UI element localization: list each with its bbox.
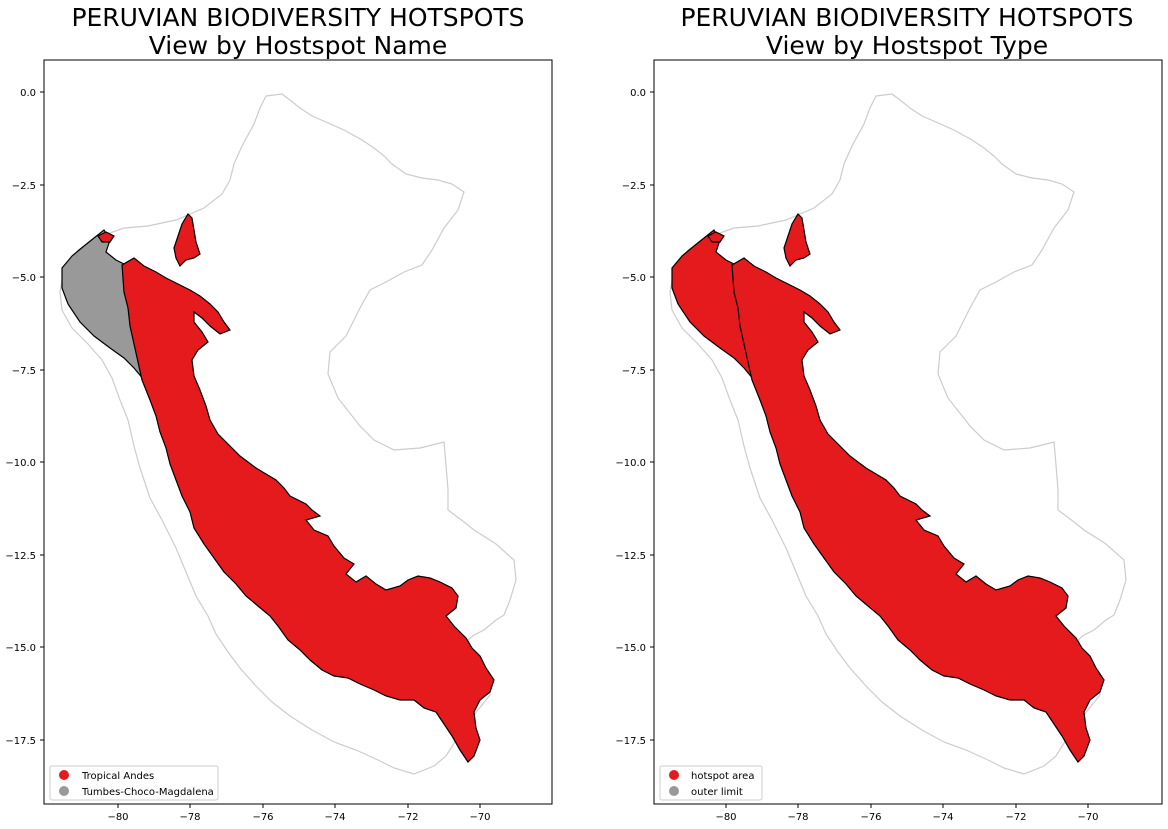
y-tick-label: −17.5 — [5, 736, 36, 747]
y-axis-left: 0.0 −2.5 −5.0 −7.5 −10.0 −12.5 −15.0 −17… — [5, 88, 44, 747]
x-tick-label: −70 — [1077, 812, 1098, 823]
map-title-right-line1: PERUVIAN BIODIVERSITY HOTSPOTS — [680, 3, 1133, 32]
legend-marker-tropical-andes — [59, 770, 69, 780]
y-tick-label: −5.0 — [622, 273, 646, 284]
legend-label: outer limit — [691, 787, 743, 798]
y-axis-right: 0.0 −2.5 −5.0 −7.5 −10.0 −12.5 −15.0 −17… — [615, 88, 654, 747]
x-tick-label: −74 — [324, 812, 345, 823]
legend-box — [659, 765, 763, 801]
map-title-left-line2: View by Hostspot Name — [149, 31, 448, 60]
y-tick-label: −15.0 — [5, 643, 36, 654]
map-title-right-line2: View by Hostspot Type — [766, 31, 1048, 60]
x-tick-label: −72 — [397, 812, 418, 823]
y-tick-label: −12.5 — [5, 551, 36, 562]
legend-box — [49, 765, 219, 801]
y-tick-label: −17.5 — [615, 736, 646, 747]
x-tick-label: −70 — [469, 812, 490, 823]
y-tick-label: −2.5 — [12, 181, 36, 192]
x-tick-label: −80 — [715, 812, 736, 823]
x-axis-left: −80 −78 −76 −74 −72 −70 — [107, 804, 491, 823]
y-tick-label: −7.5 — [12, 366, 36, 377]
x-tick-label: −80 — [107, 812, 128, 823]
legend-label: Tropical Andes — [81, 771, 154, 782]
legend-marker-hotspot-area — [669, 770, 679, 780]
y-tick-label: −12.5 — [615, 551, 646, 562]
legend-label: hotspot area — [691, 771, 754, 782]
x-tick-label: −76 — [252, 812, 273, 823]
x-tick-label: −72 — [1005, 812, 1026, 823]
legend-marker-tumbes — [59, 786, 69, 796]
y-tick-label: −5.0 — [12, 273, 36, 284]
map-panel-left: PERUVIAN BIODIVERSITY HOTSPOTS View by H… — [5, 3, 553, 823]
y-tick-label: −2.5 — [622, 181, 646, 192]
x-axis-right: −80 −78 −76 −74 −72 −70 — [715, 804, 1099, 823]
map-title-left-line1: PERUVIAN BIODIVERSITY HOTSPOTS — [71, 3, 524, 32]
y-tick-label: −10.0 — [615, 458, 646, 469]
y-tick-label: 0.0 — [630, 88, 646, 99]
legend-marker-outer-limit — [669, 786, 679, 796]
x-tick-label: −76 — [860, 812, 881, 823]
y-tick-label: 0.0 — [20, 88, 36, 99]
x-tick-label: −74 — [932, 812, 953, 823]
legend-left: Tropical Andes Tumbes-Choco-Magdalena — [49, 765, 219, 801]
map-panel-right: PERUVIAN BIODIVERSITY HOTSPOTS View by H… — [615, 3, 1163, 823]
y-tick-label: −10.0 — [5, 458, 36, 469]
legend-label: Tumbes-Choco-Magdalena — [81, 787, 214, 798]
legend-right: hotspot area outer limit — [659, 765, 763, 801]
y-tick-label: −15.0 — [615, 643, 646, 654]
y-tick-label: −7.5 — [622, 366, 646, 377]
x-tick-label: −78 — [179, 812, 200, 823]
x-tick-label: −78 — [787, 812, 808, 823]
